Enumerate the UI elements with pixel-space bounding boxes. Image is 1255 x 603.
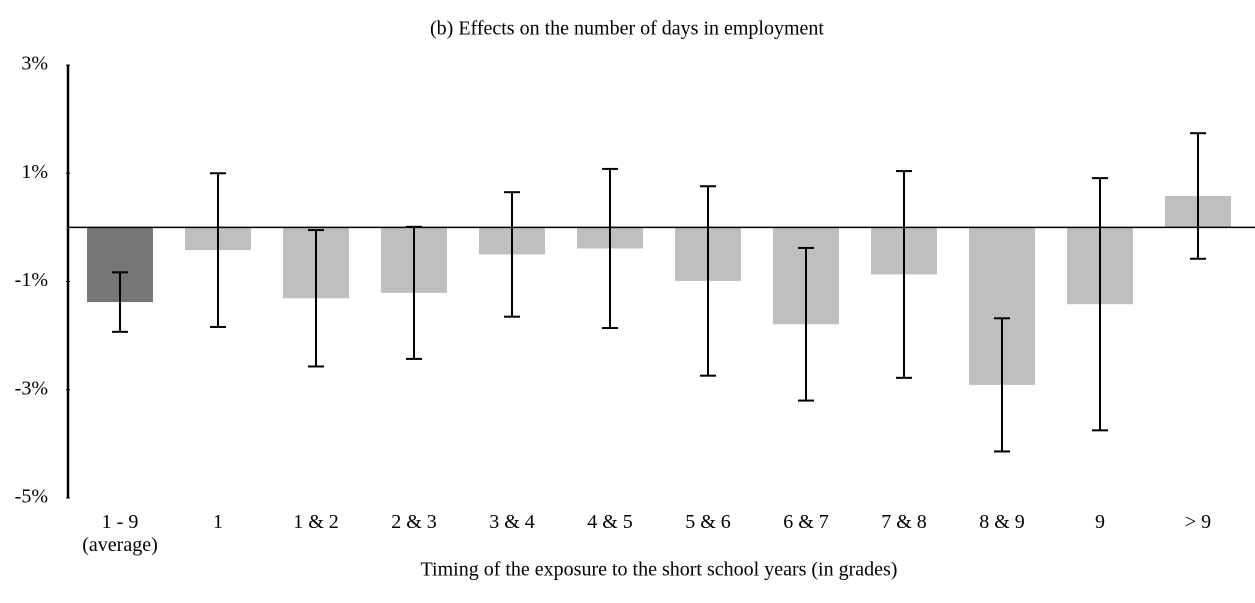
x-tick-label: > 9 <box>1184 511 1212 533</box>
y-tick-label: -1% <box>15 269 48 291</box>
chart-title: (b) Effects on the number of days in emp… <box>430 18 824 40</box>
x-tick-label: 1 - 9 (average) <box>82 511 158 556</box>
y-tick-label: -3% <box>15 377 48 399</box>
x-tick-label: 7 & 8 <box>881 511 927 533</box>
y-tick-label: -5% <box>15 486 48 508</box>
x-tick-label: 2 & 3 <box>391 511 437 533</box>
x-tick-label: 5 & 6 <box>685 511 731 533</box>
x-tick-label: 3 & 4 <box>489 511 535 533</box>
x-tick-label: 1 & 2 <box>293 511 339 533</box>
x-tick-label: 1 <box>213 511 223 533</box>
x-tick-label: 9 <box>1095 511 1105 533</box>
y-tick-label: 1% <box>21 161 48 183</box>
y-tick-label: 3% <box>21 53 48 75</box>
x-tick-label: 6 & 7 <box>783 511 829 533</box>
x-axis-label: Timing of the exposure to the short scho… <box>421 559 898 581</box>
x-tick-label: 4 & 5 <box>587 511 633 533</box>
x-tick-label: 8 & 9 <box>979 511 1025 533</box>
